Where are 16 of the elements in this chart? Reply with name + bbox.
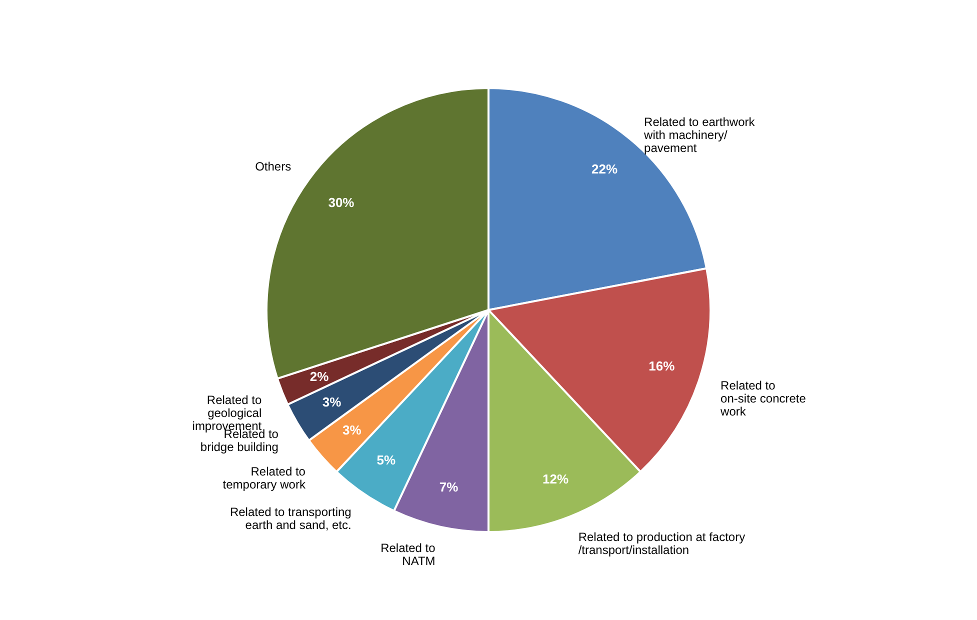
slice-label: Related to earthwork with machinery/ pavement bbox=[643, 114, 756, 155]
data-label: 30% bbox=[328, 195, 355, 210]
slice-label: Related to on-site concrete work bbox=[720, 378, 806, 418]
slice-label: Related to production at factory /transport/installation bbox=[578, 530, 746, 557]
data-label: 7% bbox=[439, 480, 459, 495]
slice-label: Related to transporting earth and sand, etc. bbox=[230, 504, 352, 532]
data-label: 3% bbox=[342, 422, 362, 438]
data-label: 2% bbox=[310, 369, 330, 384]
slice-label: Others bbox=[255, 160, 292, 174]
data-label: 3% bbox=[322, 394, 342, 410]
data-label: 5% bbox=[376, 452, 396, 468]
slice-label: Related to NATM bbox=[380, 541, 436, 568]
slice-label: Related to temporary work bbox=[222, 464, 306, 492]
data-label: 12% bbox=[542, 471, 569, 486]
data-label: 22% bbox=[592, 162, 618, 177]
data-label: 16% bbox=[648, 358, 676, 374]
